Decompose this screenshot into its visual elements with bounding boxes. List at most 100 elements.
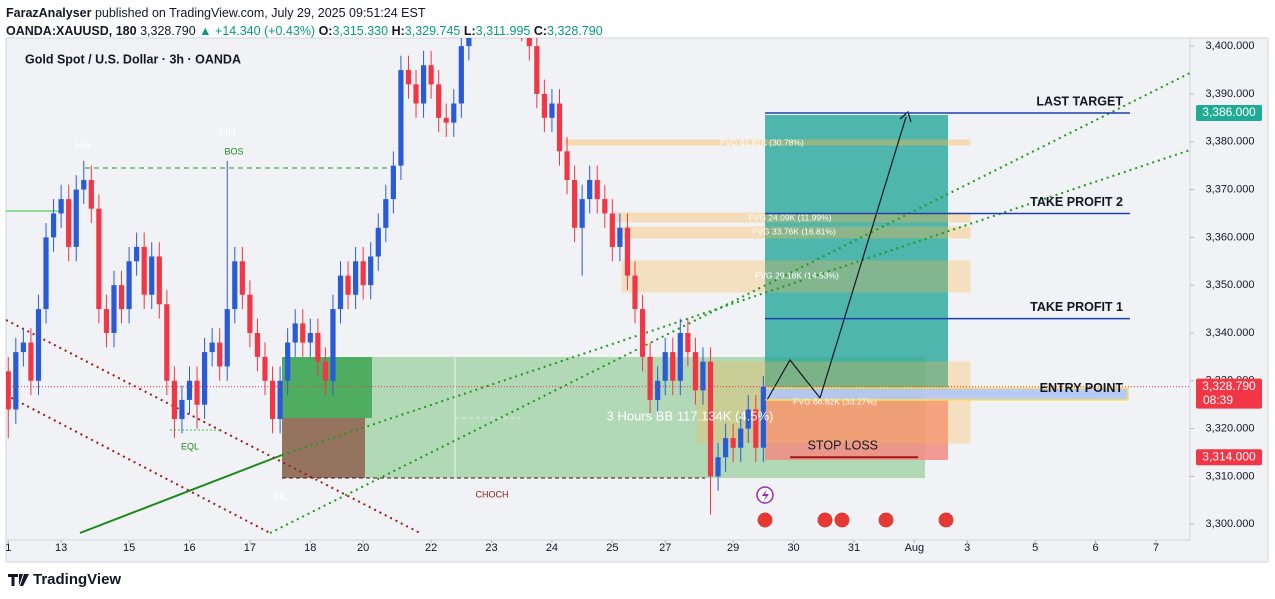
annotation: HH <box>220 127 236 139</box>
candle-body <box>390 165 396 200</box>
candle-body <box>262 356 268 381</box>
path-arrow <box>766 116 907 401</box>
candle-body <box>35 309 42 381</box>
candle-body <box>398 70 404 166</box>
annotation: HL <box>274 491 288 503</box>
y-tick-label: 3,380.000 <box>1206 136 1255 148</box>
author: FarazAnalyser <box>6 6 92 20</box>
candle-body <box>58 199 64 214</box>
x-tick-label: 22 <box>425 542 437 554</box>
header: FarazAnalyser published on TradingView.c… <box>6 4 603 40</box>
candle-body <box>707 361 714 477</box>
x-tick-label: 20 <box>357 542 369 554</box>
stop-zone <box>765 400 948 460</box>
price-tag-label: 3,328.790 <box>1202 379 1256 393</box>
candle-body <box>594 179 600 200</box>
candle-body <box>269 380 276 420</box>
ohlc-value: 3,329.745 <box>404 24 461 38</box>
candle-body <box>617 227 623 247</box>
trendline <box>79 454 283 534</box>
trendline <box>6 394 271 534</box>
logo <box>8 574 29 586</box>
y-tick-label: 3,350.000 <box>1206 279 1255 291</box>
candle-body <box>549 103 555 118</box>
candle-body <box>103 309 110 333</box>
candle-body <box>571 179 578 228</box>
candle-body <box>738 428 744 448</box>
candle-body <box>330 309 336 381</box>
level-label: TAKE PROFIT 1 <box>1030 300 1123 314</box>
x-tick-label: 29 <box>727 542 739 554</box>
published: published on TradingView.com, July 29, 2… <box>94 6 426 20</box>
candle-body <box>13 352 19 410</box>
candle-body <box>519 8 524 27</box>
y-tick-label: 3,390.000 <box>1206 88 1255 100</box>
candle-body <box>428 65 434 85</box>
candle-body <box>50 213 57 238</box>
level-label: ENTRY POINT <box>1040 381 1124 395</box>
candle-body <box>436 84 442 118</box>
ohlc-key: H: <box>391 24 405 38</box>
fvg-box <box>621 260 971 293</box>
candle-body <box>624 227 631 276</box>
candle-body <box>6 371 11 410</box>
x-tick-label: 5 <box>1032 542 1038 554</box>
candle-body <box>201 352 208 405</box>
candle-body <box>405 70 412 85</box>
candle-body <box>541 93 547 118</box>
candle-body <box>466 38 472 47</box>
candle-body <box>451 103 457 123</box>
x-tick-label: 30 <box>787 542 799 554</box>
publish-line: FarazAnalyser published on TradingView.c… <box>6 4 603 22</box>
countdown: 08:39 <box>1203 393 1233 407</box>
candle-body <box>345 275 351 295</box>
candle-body <box>179 399 185 420</box>
candle-body <box>760 386 766 448</box>
candle-body <box>745 409 751 429</box>
candle-body <box>224 309 230 367</box>
level-label: STOP LOSS <box>808 439 878 453</box>
price-tag <box>1196 449 1262 466</box>
candle-body <box>28 342 34 381</box>
target-zone <box>765 115 948 390</box>
icon <box>762 489 769 502</box>
candle-body <box>171 380 177 420</box>
event-icons <box>756 486 955 529</box>
candle-body <box>156 256 162 305</box>
price-tag <box>1196 105 1262 122</box>
chart-title: Gold Spot / U.S. Dollar · 3h · OANDA <box>25 52 241 66</box>
ohlc-key: C: <box>533 24 548 38</box>
candle-body <box>149 256 155 295</box>
candle-body <box>368 256 374 286</box>
ohlc-key: O: <box>318 24 333 38</box>
candle-body <box>254 332 261 357</box>
y-tick-label: 3,400.000 <box>1206 40 1255 52</box>
x-tick-label: 1 <box>5 542 11 554</box>
candle-body <box>232 261 238 310</box>
candle-body <box>579 199 585 228</box>
icon <box>756 511 774 529</box>
candle-body <box>164 304 170 381</box>
x-tick-label: 15 <box>123 542 135 554</box>
candle-body <box>481 0 486 8</box>
x-tick-label: 6 <box>1093 542 1099 554</box>
candle-body <box>677 332 683 381</box>
candle-body <box>247 294 253 333</box>
candle-body <box>186 380 193 400</box>
candle-body <box>413 84 419 104</box>
level-label: TAKE PROFIT 2 <box>1030 195 1123 209</box>
fvg-box <box>564 139 971 146</box>
candle-body <box>307 332 313 343</box>
candle-body <box>315 332 321 362</box>
trendline <box>269 71 1190 534</box>
candle-body <box>609 213 615 247</box>
candle-body <box>217 342 223 367</box>
candle-body <box>300 323 306 343</box>
fvg-label: FVG 33.76K (16.81%) <box>752 226 836 236</box>
level-label: LAST TARGET <box>1036 94 1123 108</box>
candle-body <box>81 179 87 190</box>
candle-body <box>474 0 479 22</box>
annotations: HH HH BOS EQL HL CHOCH 3 Hours BB 117.13… <box>25 52 877 503</box>
candle-body <box>209 342 215 353</box>
